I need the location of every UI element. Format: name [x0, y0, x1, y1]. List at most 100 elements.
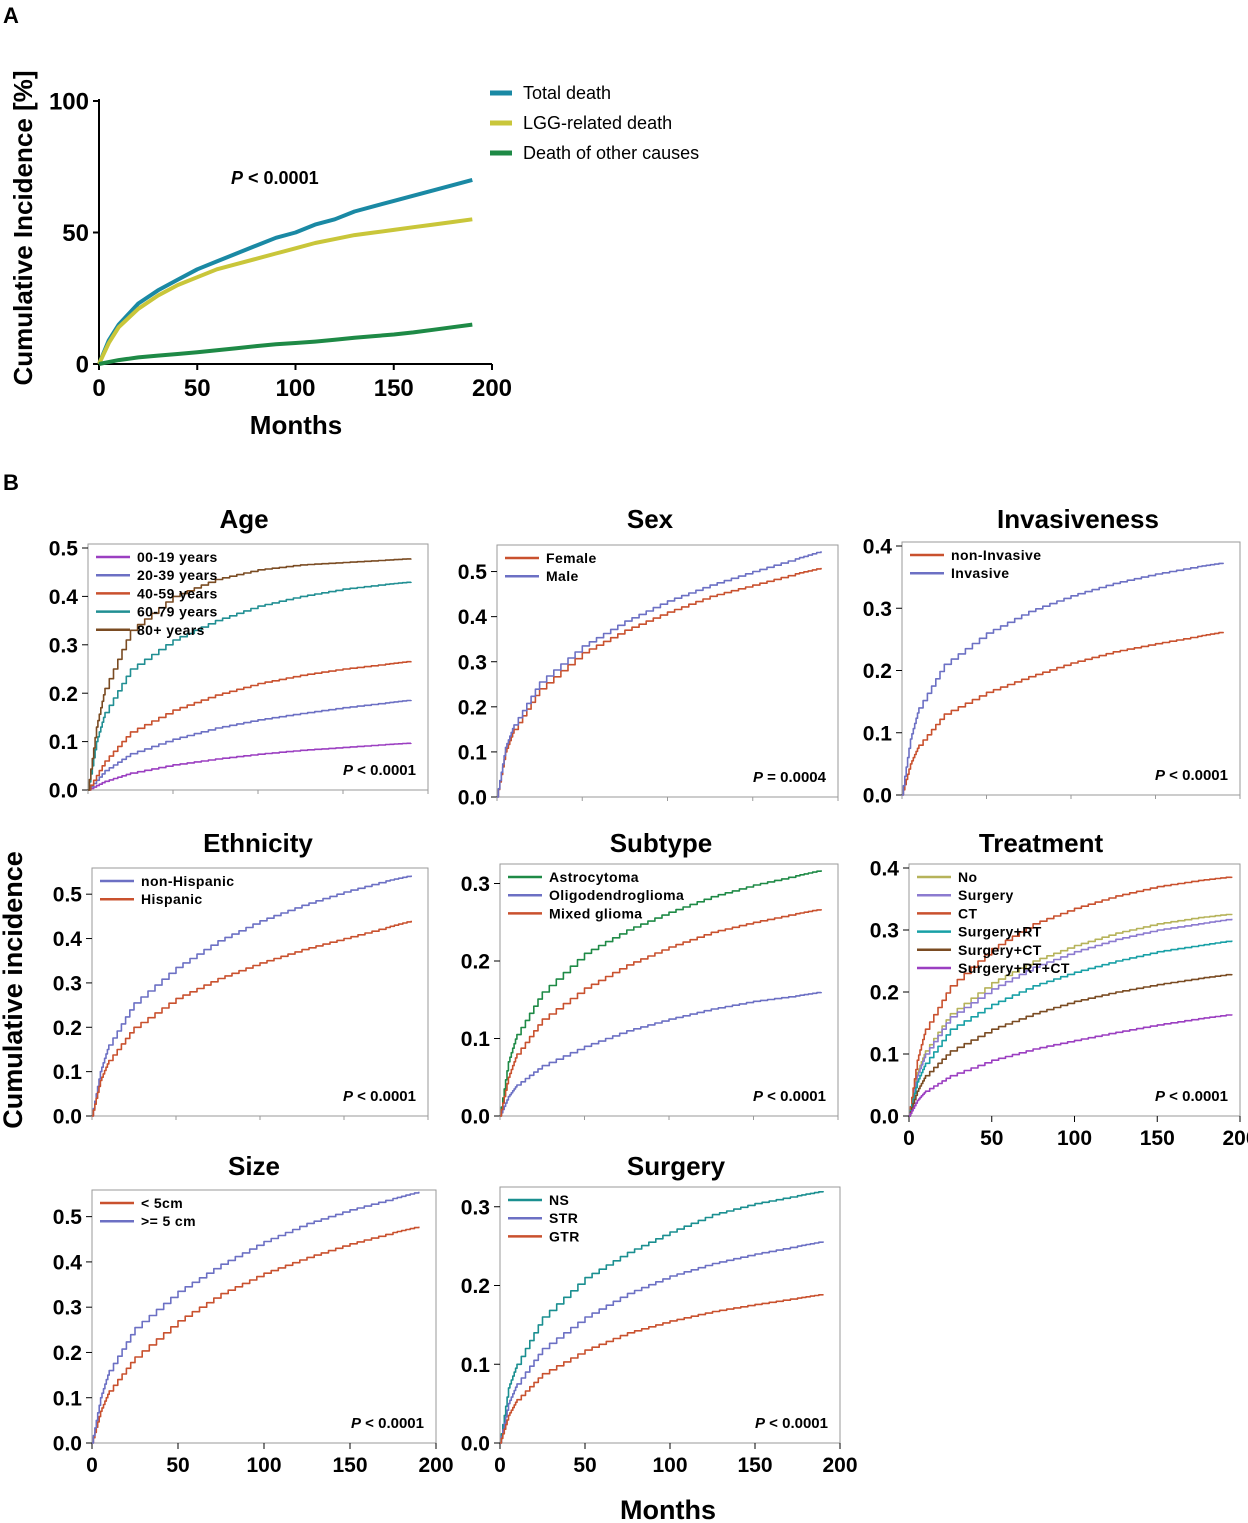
x-tick-label: 200: [1222, 1127, 1248, 1150]
series-line-2: [497, 551, 822, 798]
y-tick-label: 0.3: [863, 598, 892, 621]
y-tick-label: 0.3: [49, 634, 78, 657]
y-tick-label: 0: [76, 352, 89, 379]
series-line-1: [500, 1191, 824, 1444]
p-value-text: < 0.0001: [361, 1415, 424, 1432]
y-tick-label: 0.5: [53, 1206, 83, 1229]
series-line-2: [500, 1241, 824, 1444]
x-tick-label: 150: [332, 1454, 367, 1477]
y-tick-label: 0.0: [53, 1106, 82, 1129]
legend-label: >= 5 cm: [141, 1213, 196, 1229]
y-tick-label: 0.2: [863, 660, 892, 683]
series-line-1: [92, 875, 412, 1117]
chart-subtype: Subtype 0.0 0.1 0.2 0.3 Astrocytoma Oligodendr…: [461, 828, 839, 1129]
p-value-symbol: P: [343, 762, 354, 779]
chart-invasiveness: Invasiveness 0.0 0.1 0.2 0.3 0.4 non-Invasive I…: [863, 504, 1241, 808]
y-tick-label: 0.3: [461, 1196, 490, 1219]
legend-label: Surgery+CT: [958, 942, 1042, 958]
x-tick-label: 200: [472, 375, 512, 402]
series-line-2: [500, 991, 822, 1117]
y-tick-label: 0.2: [461, 1275, 490, 1298]
series-line-1: [497, 567, 822, 798]
legend-label: STR: [549, 1210, 578, 1226]
y-tick-label: 0.2: [53, 1017, 82, 1040]
y-tick-label: 0.5: [49, 538, 79, 561]
p-value-text: < 0.0001: [353, 1088, 416, 1105]
y-tick-label: 0.1: [458, 741, 488, 764]
chart-title: Subtype: [610, 828, 713, 858]
y-tick-label: 0.3: [53, 1297, 82, 1320]
y-tick-label: 0.1: [870, 1044, 900, 1067]
chart-title: Treatment: [979, 828, 1104, 858]
y-tick-label: 0.3: [461, 873, 490, 896]
chart-title: Sex: [627, 504, 674, 534]
legend-label: 20-39 years: [137, 567, 218, 583]
p-value-text: < 0.0001: [765, 1415, 828, 1432]
p-value: P = 0.0004: [753, 769, 827, 786]
p-value: P < 0.0001: [1155, 1088, 1228, 1105]
panel-a-letter: A: [3, 3, 19, 28]
series-line-1: [97, 177, 473, 365]
p-value-symbol: P: [1155, 767, 1166, 784]
y-tick-label: 0.5: [458, 561, 488, 584]
legend-label: < 5cm: [141, 1195, 183, 1211]
p-value-text: = 0.0004: [763, 769, 827, 786]
series-line-2: [97, 217, 473, 365]
x-tick-label: 50: [573, 1454, 596, 1477]
x-tick-label: 150: [374, 375, 414, 402]
y-tick-label: 0.0: [53, 1433, 82, 1456]
series-line-1: [500, 870, 822, 1117]
y-tick-label: 0.2: [870, 982, 899, 1005]
chart-title: Size: [228, 1151, 280, 1181]
y-tick-label: 0.4: [53, 928, 83, 951]
x-tick-label: 50: [980, 1127, 1003, 1150]
y-tick-label: 0.2: [461, 951, 490, 974]
x-tick-label: 100: [1057, 1127, 1092, 1150]
chart-title: Surgery: [627, 1151, 726, 1181]
p-value-symbol: P: [753, 1088, 764, 1105]
y-tick-label: 0.0: [863, 785, 892, 808]
y-tick-label: 0.4: [49, 586, 79, 609]
series-line-2: [92, 1191, 420, 1444]
legend-label: Hispanic: [141, 891, 203, 907]
y-tick-label: 0.3: [53, 972, 82, 995]
series-line-2: [902, 562, 1224, 796]
x-tick-label: 0: [92, 375, 105, 402]
chart-title: Age: [219, 504, 268, 534]
legend-label: Death of other causes: [523, 143, 699, 163]
p-value: P < 0.0001: [351, 1415, 424, 1432]
y-tick-label: 0.3: [870, 920, 899, 943]
x-axis-label: Months: [250, 410, 342, 440]
y-tick-label: 0.0: [461, 1433, 490, 1456]
x-tick-label: 200: [418, 1454, 453, 1477]
legend-label: 80+ years: [137, 622, 205, 638]
p-value-symbol: P: [753, 769, 764, 786]
legend-label: No: [958, 869, 977, 885]
legend-label: non-Hispanic: [141, 873, 234, 889]
x-tick-label: 50: [184, 375, 211, 402]
x-tick-label: 100: [275, 375, 315, 402]
x-tick-label: 50: [166, 1454, 189, 1477]
panel-b-letter: B: [3, 470, 19, 495]
p-value-symbol: P: [1155, 1088, 1166, 1105]
series-line-2: [909, 918, 1233, 1117]
p-value-text: < 0.0001: [353, 762, 416, 779]
p-value: P < 0.0001: [753, 1088, 826, 1105]
y-tick-label: 0.2: [49, 683, 78, 706]
chart-age: Age 0.0 0.1 0.2 0.3 0.4 0.5 00-19 years 20-39 ye…: [49, 504, 429, 803]
y-tick-label: 100: [49, 89, 89, 116]
chart-grid: 0 50 100 0 50 100 150 200 Total death LGG-related…: [8, 71, 1248, 1477]
y-tick-label: 0.5: [53, 884, 83, 907]
chart-a: 0 50 100 0 50 100 150 200 Total death LGG-related…: [8, 71, 699, 440]
series-line-2: [92, 920, 412, 1117]
series-line-1: [909, 913, 1233, 1117]
legend-label: non-Invasive: [951, 547, 1041, 563]
chart-surgery: Surgery 0.0 0.1 0.2 0.3 0 50 100 150 200 NS STR GTR P…: [461, 1151, 858, 1477]
series-line-3: [909, 876, 1233, 1117]
p-value-symbol: P: [755, 1415, 766, 1432]
shared-x-axis-label: Months: [620, 1495, 716, 1523]
p-value-symbol: P: [231, 168, 244, 188]
chart-ethnicity: Ethnicity 0.0 0.1 0.2 0.3 0.4 0.5 non-Hispanic H…: [53, 828, 429, 1129]
legend-label: Invasive: [951, 565, 1009, 581]
